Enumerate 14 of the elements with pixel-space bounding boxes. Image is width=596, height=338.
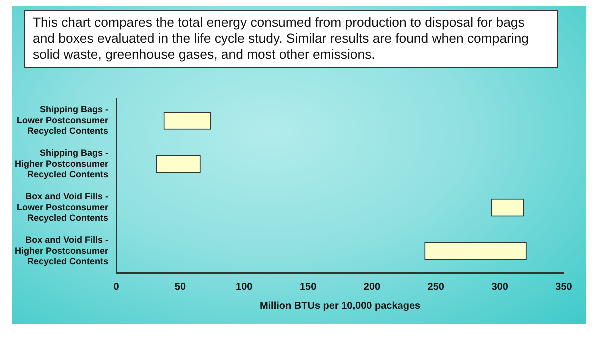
x-axis-title: Million BTUs per 10,000 packages [260,300,422,312]
y-tick-label: Shipping Bags - Higher Postconsumer Recycled Contents [14,148,110,180]
y-tick-label: Shipping Bags - Lower Postconsumer Recycled Contents [16,104,110,136]
x-tick-label: 100 [236,282,254,293]
x-tick-label: 250 [428,282,445,293]
x-tick-label: 0 [114,282,120,293]
x-tick-label: 50 [174,282,186,293]
x-tick-label: 150 [300,282,318,293]
y-tick-label: Box and Void Fills - Higher Postconsumer Recycled Contents [14,234,110,267]
x-tick-label: 350 [556,282,573,293]
chart-title: This chart compares the total energy consumed from production to disposal for bags and boxes evaluated in the life cycle study. Similar results are found when comparing solid waste, greenhouse gases, and most other emissions. [24,10,558,68]
y-tick-label: Box and Void Fills - Lower Postconsumer Recycled Contents [16,192,110,224]
x-tick-label: 200 [364,282,381,293]
x-tick-label: 300 [492,282,509,293]
